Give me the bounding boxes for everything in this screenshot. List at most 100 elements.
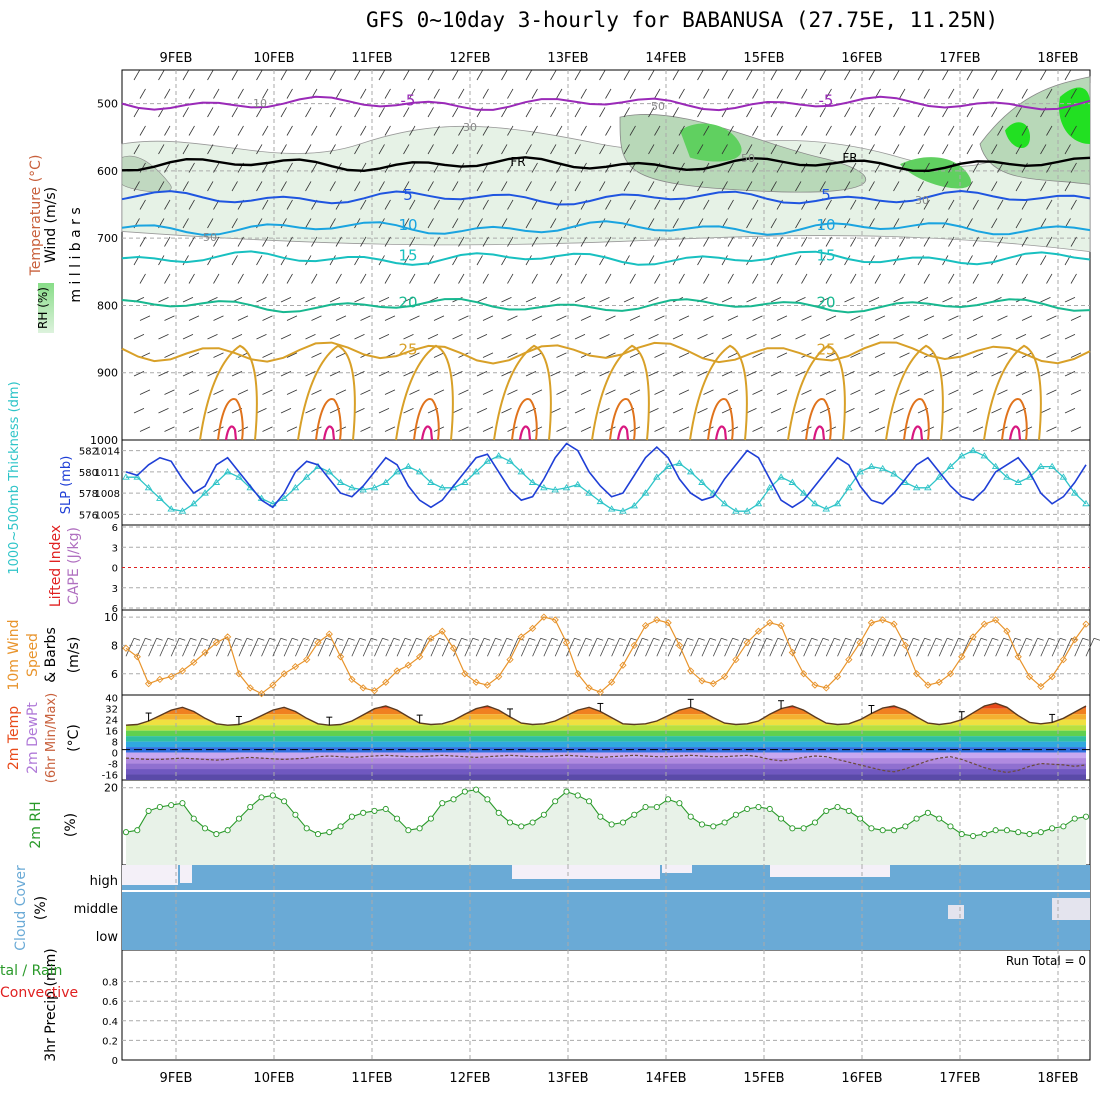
thickness-point	[472, 468, 480, 475]
wind-speed-point	[269, 681, 277, 689]
wind-barb	[776, 273, 783, 284]
wind-barb	[280, 181, 287, 192]
wind-barb	[188, 236, 195, 247]
wind-barb	[709, 637, 717, 641]
wind-barb	[550, 107, 557, 118]
wind-barb	[893, 218, 900, 229]
thickness-point	[178, 507, 187, 514]
wind-barb	[622, 638, 632, 657]
wind-barb	[507, 88, 514, 99]
wind-barb	[623, 370, 635, 377]
wind-barb	[991, 333, 1002, 340]
wind-barb	[506, 637, 513, 641]
wind-speed-point	[1082, 620, 1090, 628]
pressure-tick-label: 800	[97, 299, 118, 312]
wind-barb	[948, 88, 955, 99]
wind-barb	[182, 70, 189, 81]
thickness-point	[427, 478, 435, 485]
wind-barb	[1021, 125, 1028, 136]
wind-barb	[611, 638, 621, 657]
cloud-clear	[122, 865, 178, 885]
thickness-point	[969, 446, 977, 454]
wind-barb	[901, 637, 909, 641]
wind-barb	[629, 88, 636, 99]
wind-barb	[409, 236, 416, 247]
rh-point	[506, 819, 514, 826]
wind-barb	[822, 637, 830, 641]
wind-barb	[948, 199, 955, 210]
wind-barb	[871, 638, 880, 657]
warm-contour-35	[1008, 425, 1022, 441]
wind-barb	[899, 236, 906, 247]
wind-barb	[303, 637, 310, 641]
warm-contour-35	[322, 425, 336, 441]
wind-speed-point	[856, 638, 864, 647]
wind-axis-label: (m/s)	[66, 637, 82, 674]
wind-barb	[672, 70, 679, 81]
wind-barb	[1015, 144, 1022, 155]
wind-barb	[746, 638, 756, 657]
wind-barb	[133, 637, 141, 641]
wind-barb	[825, 236, 832, 247]
wind-barb	[850, 199, 857, 210]
wind-barb	[997, 125, 1004, 136]
wind-barb	[507, 236, 514, 247]
wind-barb	[899, 426, 910, 432]
wind-barb	[675, 637, 683, 641]
date-label-bottom: 12FEB	[449, 1071, 490, 1086]
wind-barb	[850, 315, 861, 321]
wind-barb	[648, 144, 655, 155]
temp-band	[126, 741, 1086, 748]
wind-barb	[648, 333, 659, 340]
wind-barb	[158, 70, 165, 81]
thickness-point	[381, 478, 390, 485]
rh-shade-90	[1059, 87, 1090, 144]
wind-panel: 6 8 10	[104, 610, 1100, 698]
thickness-point	[461, 478, 469, 485]
rh-point	[834, 803, 841, 811]
wind-barb	[450, 637, 457, 641]
wind-barb	[825, 315, 837, 321]
rh-point	[958, 831, 965, 838]
wind-barb	[458, 125, 465, 136]
thickness-point	[607, 505, 616, 512]
lifted-index-label: Lifted Index	[48, 525, 64, 607]
temp-band	[126, 730, 1086, 737]
wind-barb	[596, 637, 604, 641]
wind-barb	[458, 199, 465, 210]
wind-barb	[923, 199, 930, 210]
wind-barb	[354, 296, 365, 303]
thickness-tick-label: 582	[79, 447, 98, 458]
wind-speed-point	[416, 653, 424, 661]
wind-barb	[483, 637, 491, 641]
wind-barb	[396, 638, 406, 657]
rh-contour-label: 50	[651, 100, 665, 113]
temp-contour-label: 5	[821, 186, 831, 204]
rh-point	[778, 815, 785, 822]
wind-barb	[305, 407, 316, 414]
wind-barb	[1015, 181, 1022, 192]
wind-barb	[758, 638, 767, 657]
wind-barb	[948, 125, 955, 136]
rh-point	[337, 823, 344, 830]
wind-barb	[359, 637, 367, 641]
wind-barb	[1070, 125, 1077, 136]
wind-barb	[935, 637, 943, 641]
slp-tick-label: 1005	[95, 510, 120, 521]
wind-barb	[966, 218, 973, 229]
wind-barb	[769, 638, 779, 657]
rh-point	[744, 805, 751, 813]
li-tick-label: 0	[112, 564, 118, 575]
wind-speed-point	[901, 641, 909, 650]
wind-barb	[874, 236, 881, 247]
thickness-point	[686, 468, 695, 475]
wind-barb	[329, 181, 336, 192]
wind-speed-point	[687, 667, 695, 675]
temp-band	[126, 725, 1086, 731]
thickness-line	[126, 449, 1087, 512]
temp-tick-label: 0	[112, 749, 118, 760]
wind-speed-point	[370, 687, 379, 695]
wind-barb	[329, 70, 336, 81]
wind-barb	[305, 333, 316, 340]
wind-barb	[337, 637, 344, 641]
